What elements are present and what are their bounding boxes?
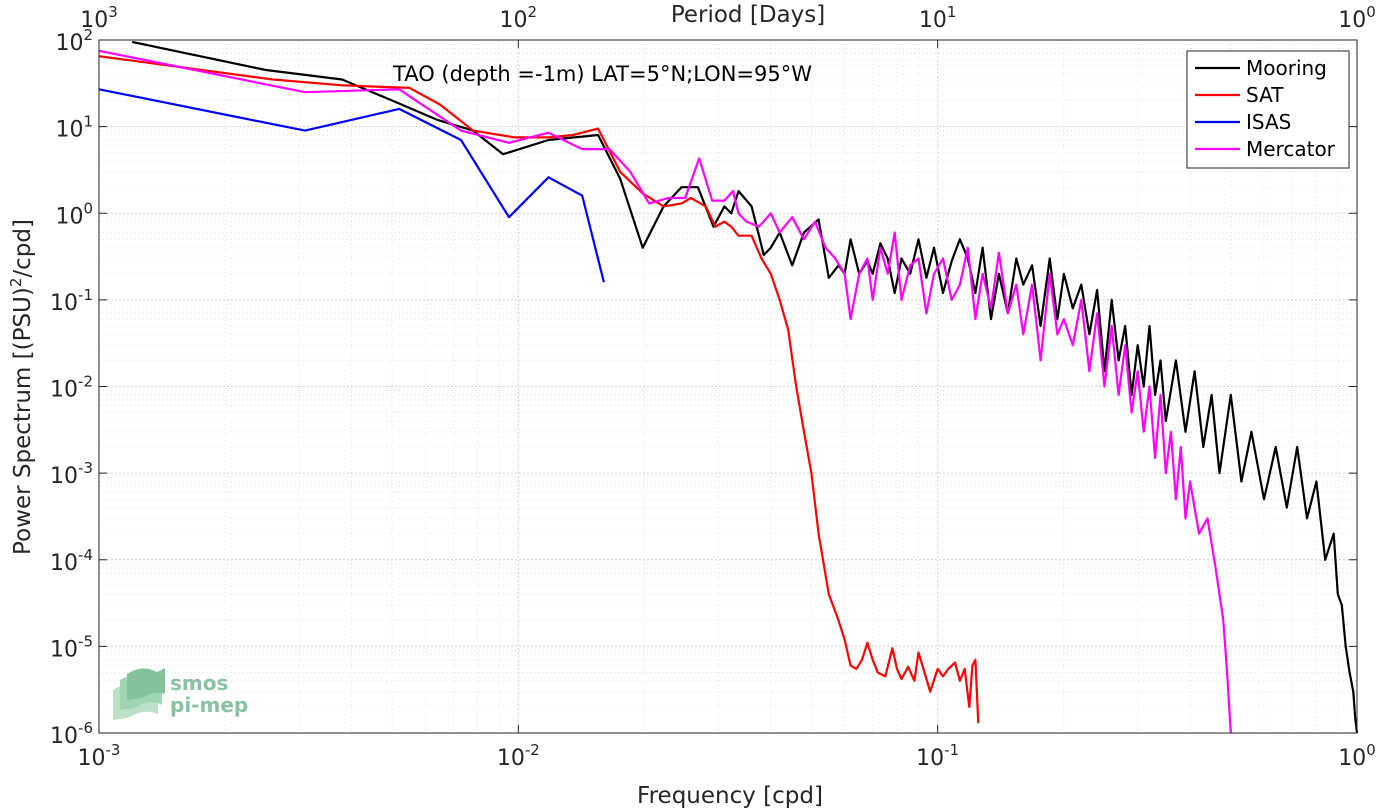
y-tick-label-base: 10 [55,204,83,229]
y-axis-label-tail: /cpd] [10,219,36,278]
y-tick-label-base: 10 [50,724,78,749]
top-axis-label: Period [Days] [671,2,825,28]
x-tick-label: 10-3 [78,741,121,771]
series-line-mooring [131,40,1359,734]
y-tick-label-exp: -1 [78,286,93,304]
top-tick-label: 101 [919,3,957,33]
series-layer [98,40,1359,734]
series-line-isas [98,88,605,283]
grid [99,40,1357,733]
y-axis-label: Power Spectrum [(PSU)2/cpd] [7,219,36,555]
y-tick-label-exp: -6 [78,719,93,737]
legend-label-mercator: Mercator [1246,137,1336,161]
legend-label-sat: SAT [1246,83,1284,107]
x-tick-label-exp: -2 [525,741,540,759]
y-tick-label-base: 10 [55,118,83,143]
top-tick-label-base: 10 [1338,8,1366,33]
legend-label-mooring: Mooring [1246,56,1327,80]
y-tick-label: 10-4 [50,546,93,576]
y-tick-label-exp: 1 [83,113,93,131]
x-tick-label: 10-1 [916,741,959,771]
y-tick-label-base: 10 [50,464,78,489]
top-tick-label-exp: 2 [528,3,538,21]
y-tick-label-exp: -4 [78,546,93,564]
y-tick-label: 10-1 [50,286,93,316]
x-tick-label-base: 10 [916,746,944,771]
top-tick-label-exp: 1 [947,3,957,21]
top-tick-label-exp: 0 [1366,3,1376,21]
y-tick-label: 10-3 [50,459,93,489]
chart-title: TAO (depth =-1m) LAT=5°N;LON=95°W [392,62,812,86]
y-tick-label-exp: 2 [83,26,93,44]
x-tick-label: 100 [1338,741,1376,771]
y-tick-label-exp: -3 [78,459,93,477]
top-tick-label: 103 [80,3,118,33]
y-tick-label-exp: -5 [78,632,93,650]
series-line-mercator [98,49,1232,734]
smos-pi-mep-logo: smos pi-mep [113,668,248,720]
top-tick-label: 102 [500,3,538,33]
x-tick-label-base: 10 [78,746,106,771]
x-tick-label-exp: 0 [1366,741,1376,759]
x-tick-label-base: 10 [497,746,525,771]
y-tick-label: 101 [55,113,93,143]
x-tick-label-exp: -1 [944,741,959,759]
legend: Mooring SAT ISAS Mercator [1186,50,1350,169]
y-tick-label-exp: 0 [83,199,93,217]
legend-label-isas: ISAS [1246,110,1291,134]
watermark-line2: pi-mep [170,693,248,717]
y-tick-label-base: 10 [50,637,78,662]
watermark-line1: smos [170,671,228,695]
y-tick-label: 10-6 [50,719,93,749]
y-tick-label-base: 10 [50,378,78,403]
y-tick-label: 10-5 [50,632,93,662]
y-tick-label-base: 10 [50,291,78,316]
y-tick-label: 102 [55,26,93,56]
y-tick-label-exp: -2 [78,373,93,391]
top-tick-label-base: 10 [919,8,947,33]
top-tick-label: 100 [1338,3,1376,33]
logo-icon [113,668,165,720]
top-tick-label-base: 10 [500,8,528,33]
top-tick-label-base: 10 [80,8,108,33]
y-tick-label: 100 [55,199,93,229]
series-line-sat [98,55,980,724]
x-tick-label-exp: -3 [106,741,121,759]
x-tick-label: 10-2 [497,741,540,771]
x-axis-label: Frequency [cpd] [637,783,823,809]
y-tick-label: 10-2 [50,373,93,403]
y-tick-label-base: 10 [50,551,78,576]
x-tick-label-base: 10 [1338,746,1366,771]
y-axis-label-main: Power Spectrum [(PSU) [10,287,36,555]
y-axis-label-sup: 2 [7,278,25,288]
top-tick-label-exp: 3 [108,3,118,21]
y-tick-label-base: 10 [55,31,83,56]
